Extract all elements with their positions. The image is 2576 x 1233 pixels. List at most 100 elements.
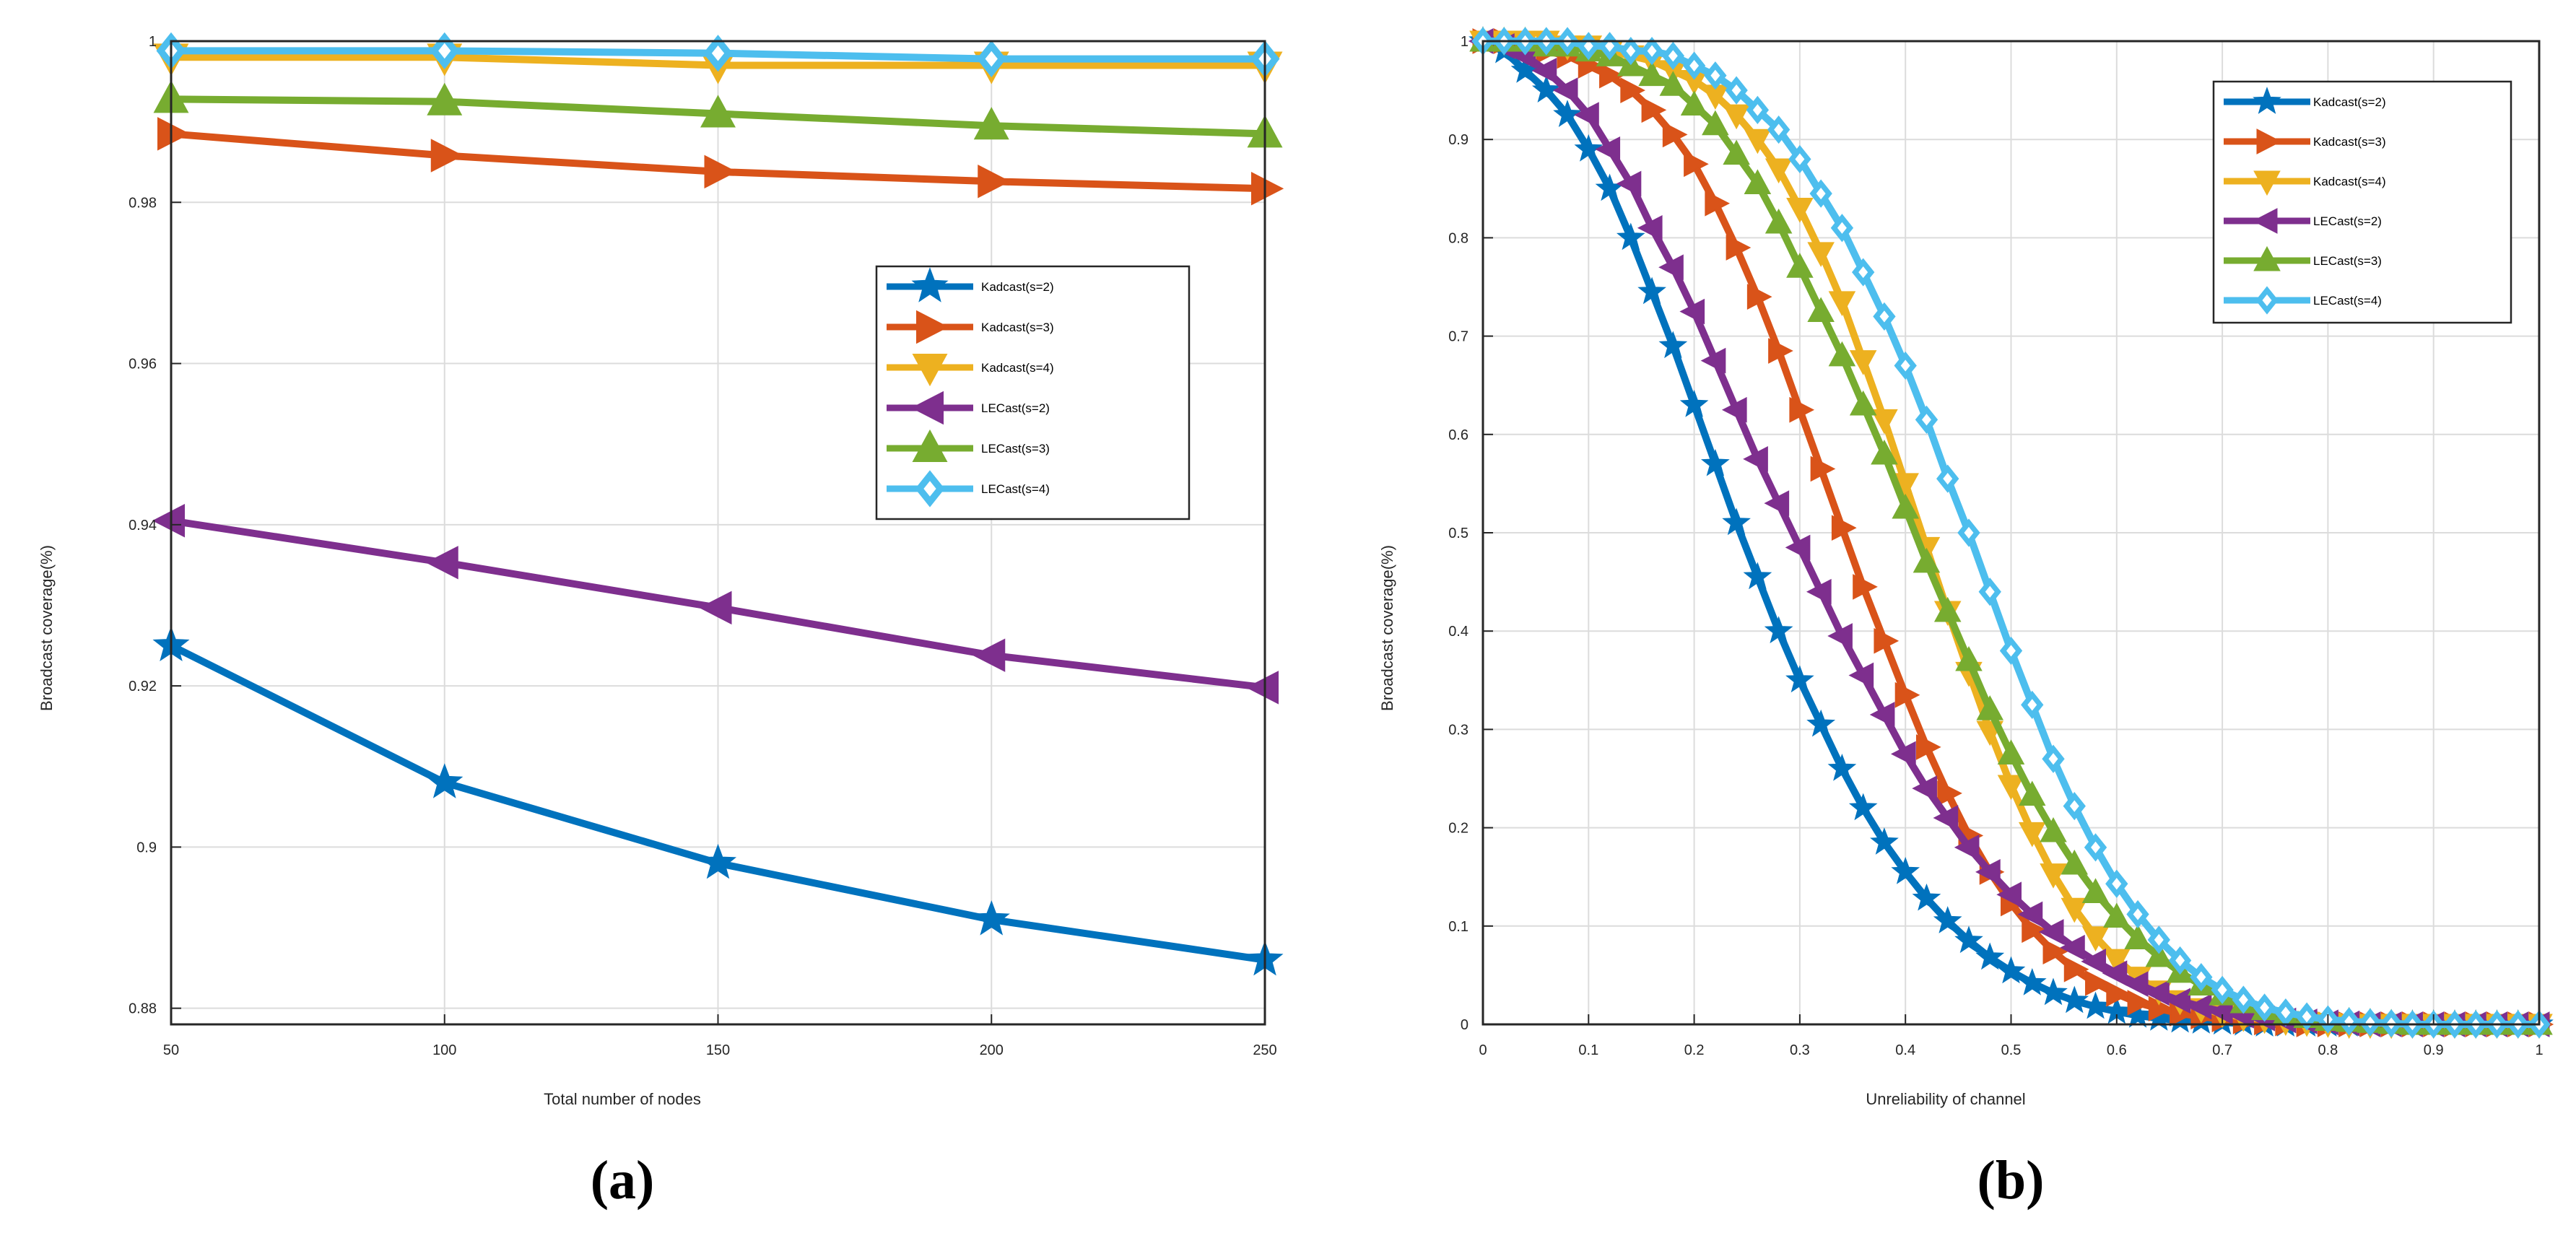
data-point-lecast-s-3 — [2040, 816, 2067, 842]
x-tick-label: 0.1 — [1578, 1042, 1598, 1058]
data-point-kadcast-s-4 — [1871, 409, 1898, 435]
data-point-kadcast-s-3 — [2106, 980, 2131, 1007]
ticks-b: 0 0.1 0.2 0.3 0.4 0.5 0.6 0.7 0.8 0.9 1 0 0.1 0.2 0.3 0… — [1448, 34, 2543, 1058]
y-tick-label: 0.5 — [1448, 526, 1468, 541]
y-tick-label: 0 — [1461, 1017, 1468, 1033]
legend-marker-lecast-s-4-highlight — [2262, 294, 2272, 307]
data-point-lecast-s-3 — [1744, 169, 1772, 194]
legend-marker-kadcast-s-2 — [2253, 87, 2281, 114]
legend-marker-lecast-s-3 — [2253, 245, 2281, 271]
data-point-lecast-s-2 — [1912, 775, 1937, 801]
data-point-lecast-s-4-highlight — [1731, 84, 1741, 97]
data-point-kadcast-s-4 — [2040, 863, 2067, 889]
data-point-lecast-s-4-highlight — [985, 51, 998, 67]
y-tick-label: 1 — [149, 34, 157, 50]
data-point-kadcast-s-4 — [2103, 949, 2131, 975]
y-tick-label: 0.92 — [129, 679, 157, 694]
data-point-kadcast-s-2 — [1764, 616, 1793, 644]
data-point-lecast-s-4-highlight — [2048, 753, 2058, 765]
data-point-lecast-s-4-highlight — [1816, 188, 1826, 200]
legend-label-lecast-s-3: LECast(s=3) — [981, 442, 1050, 456]
data-point-kadcast-s-3 — [1746, 284, 1772, 310]
data-point-lecast-s-2 — [1245, 671, 1279, 705]
data-point-lecast-s-2 — [1806, 578, 1832, 605]
data-point-lecast-s-4-highlight — [438, 43, 451, 59]
data-point-lecast-s-3 — [1933, 596, 1962, 622]
legend-marker-kadcast-s-4 — [2253, 170, 2281, 196]
data-point-kadcast-s-3 — [430, 139, 464, 173]
data-point-lecast-s-2 — [2165, 988, 2191, 1014]
y-tick-label: 0.1 — [1448, 919, 1468, 935]
data-point-kadcast-s-2 — [1954, 925, 1983, 954]
data-point-lecast-s-4-highlight — [2196, 971, 2206, 983]
data-point-lecast-s-3 — [1786, 253, 1814, 278]
data-point-lecast-s-2 — [1700, 347, 1726, 374]
data-point-kadcast-s-2 — [1891, 857, 1920, 884]
data-point-lecast-s-4-highlight — [2133, 908, 2143, 920]
data-point-kadcast-s-3 — [1684, 151, 1709, 178]
legend-marker-lecast-s-3 — [912, 429, 948, 462]
data-point-lecast-s-3 — [1976, 695, 2004, 720]
data-point-lecast-s-3 — [1638, 61, 1666, 87]
data-point-kadcast-s-3 — [2022, 917, 2047, 944]
panel-label-b: (b) — [1977, 1150, 2045, 1211]
x-tick-label: 0.2 — [1684, 1042, 1705, 1058]
data-point-lecast-s-2 — [2123, 971, 2149, 997]
x-tick-label: 200 — [980, 1042, 1004, 1058]
legend-marker-lecast-s-2 — [2252, 208, 2278, 234]
data-point-kadcast-s-4 — [1744, 128, 1772, 154]
data-point-kadcast-s-4 — [2081, 926, 2110, 951]
data-point-kadcast-s-2 — [1574, 134, 1604, 162]
x-tick-label: 1 — [2535, 1042, 2543, 1058]
data-point-lecast-s-4-highlight — [2091, 841, 2101, 853]
y-tick-label: 0.3 — [1448, 722, 1468, 738]
y-tick-label: 0.88 — [129, 1001, 157, 1017]
data-point-lecast-s-4-highlight — [1752, 104, 1762, 116]
data-point-kadcast-s-2 — [2039, 977, 2068, 1006]
data-point-kadcast-s-4 — [1786, 198, 1814, 223]
data-point-kadcast-s-2 — [1827, 754, 1857, 781]
x-tick-label: 100 — [432, 1042, 456, 1058]
data-point-kadcast-s-3 — [704, 154, 737, 189]
data-point-kadcast-s-2 — [1553, 100, 1582, 128]
data-point-lecast-s-4-highlight — [2112, 878, 2122, 890]
data-point-lecast-s-4-highlight — [1964, 526, 1974, 539]
data-point-lecast-s-2 — [2144, 980, 2170, 1006]
data-point-lecast-s-4-highlight — [2069, 800, 2079, 812]
data-point-kadcast-s-4 — [1828, 291, 1856, 317]
legend-marker-lecast-s-4-highlight — [923, 481, 936, 497]
data-point-lecast-s-4-highlight — [1583, 40, 1593, 52]
data-point-kadcast-s-4 — [1997, 775, 2025, 801]
data-point-lecast-s-3 — [2145, 941, 2173, 967]
y-tick-label: 0.8 — [1448, 230, 1468, 246]
x-tick-label: 0.7 — [2212, 1042, 2232, 1058]
data-point-lecast-s-2 — [972, 638, 1006, 672]
x-tick-label: 0.9 — [2424, 1042, 2444, 1058]
data-point-lecast-s-4-highlight — [1921, 414, 1931, 426]
data-point-lecast-s-4-highlight — [1858, 266, 1868, 279]
x-tick-label: 0.6 — [2107, 1042, 2127, 1058]
data-point-lecast-s-2 — [1933, 805, 1959, 831]
legend-label-kadcast-s-4: Kadcast(s=4) — [2313, 175, 2386, 188]
data-point-lecast-s-3 — [1892, 493, 1919, 519]
data-point-lecast-s-3 — [1807, 297, 1835, 323]
y-tick-label: 0.98 — [129, 195, 157, 211]
data-point-kadcast-s-2 — [426, 763, 464, 798]
y-tick-label: 0.2 — [1448, 821, 1468, 837]
legend-label-lecast-s-4: LECast(s=4) — [981, 482, 1050, 496]
legend-box — [2212, 80, 2512, 324]
data-point-kadcast-s-3 — [2063, 956, 2089, 983]
data-point-lecast-s-2 — [1552, 77, 1578, 103]
data-point-kadcast-s-2 — [1933, 906, 1962, 933]
data-point-kadcast-s-2 — [2017, 967, 2047, 995]
data-point-lecast-s-2 — [2081, 948, 2107, 975]
data-point-lecast-s-2 — [1574, 102, 1599, 128]
data-point-lecast-s-3 — [2018, 780, 2046, 806]
data-point-lecast-s-4-highlight — [2217, 984, 2227, 996]
x-axis-label-b: Unreliability of channel — [1866, 1090, 2025, 1108]
data-point-lecast-s-3 — [1997, 739, 2025, 764]
x-tick-label: 0.3 — [1790, 1042, 1810, 1058]
data-point-kadcast-s-2 — [1531, 75, 1561, 103]
data-point-lecast-s-2 — [1679, 298, 1705, 325]
data-point-lecast-s-2 — [1616, 170, 1642, 197]
